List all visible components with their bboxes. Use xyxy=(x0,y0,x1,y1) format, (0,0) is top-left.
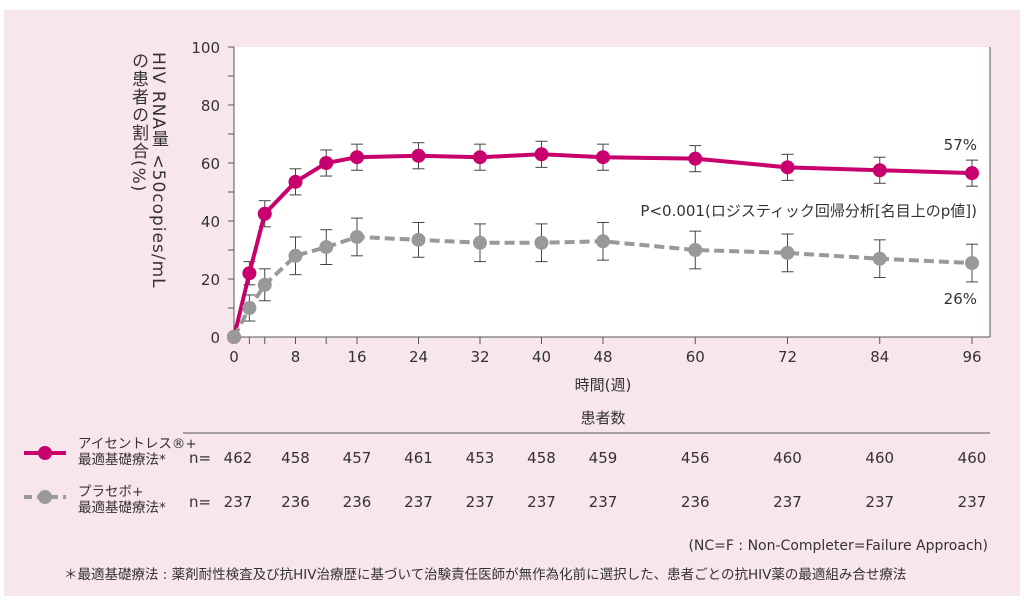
x-tick-label: 84 xyxy=(870,348,889,366)
patient-count: 459 xyxy=(589,449,618,467)
data-point xyxy=(257,277,272,292)
patient-count: 460 xyxy=(773,449,802,467)
x-tick-label: 0 xyxy=(229,348,239,366)
y-axis-label: HIV RNA量 <50copies/mL の患者の割合(%) xyxy=(128,52,168,342)
patient-count: 236 xyxy=(343,493,372,511)
data-point xyxy=(688,151,703,166)
y-tick-label: 100 xyxy=(191,39,220,57)
footnote-definition: ＊最適基礎療法 : 薬剤耐性検査及び抗HIV治療歴に基づいて治験責任医師が無作為… xyxy=(64,567,907,583)
series-line-1 xyxy=(232,152,973,338)
method-note: (NC=F : Non-Completer=Failure Approach) xyxy=(688,538,988,554)
patient-count: 460 xyxy=(865,449,894,467)
x-tick-label: 60 xyxy=(686,348,705,366)
data-point xyxy=(872,251,887,266)
patient-count: 237 xyxy=(865,493,894,511)
data-point xyxy=(350,229,364,244)
data-point xyxy=(688,243,703,257)
data-point xyxy=(350,150,364,165)
legend-series1-label: アイセントレス®+ 最適基礎療法* xyxy=(78,436,197,468)
y-tick-label: 80 xyxy=(201,97,220,115)
patient-count: 236 xyxy=(281,493,310,511)
y-tick-label: 60 xyxy=(201,155,220,173)
y-tick-label: 40 xyxy=(201,213,220,231)
p-value-annotation: P<0.001(ロジスティック回帰分析[名目上のp値]) xyxy=(640,202,977,220)
legend-series2-label: プラセボ+ 最適基礎療法* xyxy=(78,484,166,516)
data-point xyxy=(319,156,334,170)
x-tick-label: 96 xyxy=(962,348,981,366)
patient-count: 457 xyxy=(343,449,372,467)
patient-count: 461 xyxy=(404,449,433,467)
end-label-series1: 57% xyxy=(944,136,977,154)
patient-count: 237 xyxy=(224,493,253,511)
data-point xyxy=(319,240,334,255)
data-point xyxy=(411,232,426,247)
data-point xyxy=(965,256,979,271)
data-point xyxy=(473,235,487,250)
data-point xyxy=(872,163,887,178)
data-point xyxy=(534,147,549,162)
patient-count: 237 xyxy=(589,493,618,511)
legend-label-line1: プラセボ+ xyxy=(78,484,144,500)
patient-count: 237 xyxy=(466,493,495,511)
end-label-series2: 26% xyxy=(944,290,977,308)
patient-count: 237 xyxy=(404,493,433,511)
patients-title: 患者数 xyxy=(580,409,625,427)
data-point xyxy=(596,234,610,249)
data-point xyxy=(288,248,303,263)
legend-marker-2 xyxy=(38,490,52,504)
data-point xyxy=(596,150,610,165)
x-axis-label: 時間(週) xyxy=(575,376,632,394)
legend-label-line1: アイセントレス®+ xyxy=(78,436,197,452)
data-point xyxy=(780,160,795,175)
n-prefix: n= xyxy=(189,449,211,467)
patient-count: 237 xyxy=(958,493,987,511)
x-tick-label: 40 xyxy=(532,348,551,366)
data-point xyxy=(242,266,257,281)
y-axis-label-line2: の患者の割合(%) xyxy=(128,52,148,193)
y-tick-label: 0 xyxy=(210,329,220,347)
series-line-2 xyxy=(232,234,973,338)
data-point xyxy=(534,235,549,250)
data-point xyxy=(411,148,426,163)
data-point xyxy=(227,330,241,344)
x-tick-label: 16 xyxy=(347,348,366,366)
legend-label-line2: 最適基礎療法* xyxy=(78,500,166,516)
patient-count: 462 xyxy=(224,449,253,467)
n-prefix: n= xyxy=(189,493,211,511)
patient-count: 460 xyxy=(958,449,987,467)
x-tick-label: 72 xyxy=(778,348,797,366)
data-point xyxy=(242,301,257,315)
data-point xyxy=(473,150,487,165)
data-point xyxy=(288,174,303,189)
patient-count: 237 xyxy=(773,493,802,511)
patient-count: 453 xyxy=(466,449,495,467)
legend-marker-1 xyxy=(38,446,52,460)
patient-count: 458 xyxy=(281,449,310,467)
plot-area xyxy=(234,47,990,337)
x-tick-label: 48 xyxy=(593,348,612,366)
y-axis-label-line1: HIV RNA量 <50copies/mL xyxy=(148,52,168,289)
patient-count: 458 xyxy=(527,449,556,467)
data-point xyxy=(780,245,795,260)
patient-count: 456 xyxy=(681,449,710,467)
data-point xyxy=(257,206,272,221)
x-tick-label: 24 xyxy=(409,348,428,366)
x-tick-label: 32 xyxy=(470,348,489,366)
y-tick-label: 20 xyxy=(201,271,220,289)
patient-count: 237 xyxy=(527,493,556,511)
x-tick-label: 8 xyxy=(291,348,301,366)
patient-count: 236 xyxy=(681,493,710,511)
data-point xyxy=(965,166,979,181)
legend-label-line2: 最適基礎療法* xyxy=(78,452,166,468)
